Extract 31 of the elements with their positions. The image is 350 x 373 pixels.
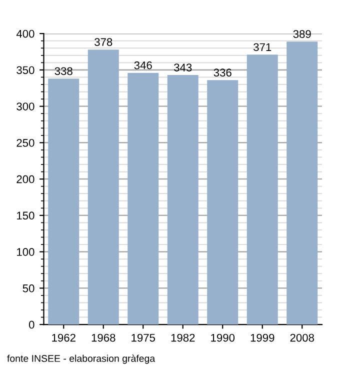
x-tick-label: 2008 xyxy=(290,334,314,342)
bar xyxy=(286,42,318,325)
bar xyxy=(167,75,198,325)
bar xyxy=(207,80,238,325)
y-tick-label: 400 xyxy=(16,30,34,38)
data-label: 371 xyxy=(254,43,272,52)
y-tick-label: 0 xyxy=(28,320,34,329)
data-label: 346 xyxy=(134,61,152,70)
bar xyxy=(128,72,159,325)
data-label: 336 xyxy=(214,68,232,77)
data-label: 338 xyxy=(54,67,72,76)
y-tick-label: 300 xyxy=(16,102,34,110)
y-tick-label: 200 xyxy=(16,175,34,184)
data-label: 343 xyxy=(174,64,192,72)
x-tick-label: 1968 xyxy=(92,334,116,342)
x-tick-label: 1975 xyxy=(132,334,156,342)
bar xyxy=(246,54,278,325)
data-label: 389 xyxy=(293,30,311,38)
x-tick-label: 1999 xyxy=(250,334,274,342)
bar xyxy=(48,78,80,325)
x-tick-label: 1962 xyxy=(52,334,76,342)
y-tick-label: 350 xyxy=(16,66,34,74)
y-tick-label: 150 xyxy=(17,212,34,220)
x-tick-label: 1990 xyxy=(211,334,235,342)
source-note: fonte INSEE - elaborasion gràfega xyxy=(7,354,156,364)
data-label: 378 xyxy=(94,38,112,46)
x-tick-label: 1982 xyxy=(171,334,195,342)
y-tick-label: 250 xyxy=(16,138,34,147)
y-tick-label: 100 xyxy=(17,248,34,256)
y-tick-label: 50 xyxy=(22,284,34,292)
bar xyxy=(88,50,119,325)
